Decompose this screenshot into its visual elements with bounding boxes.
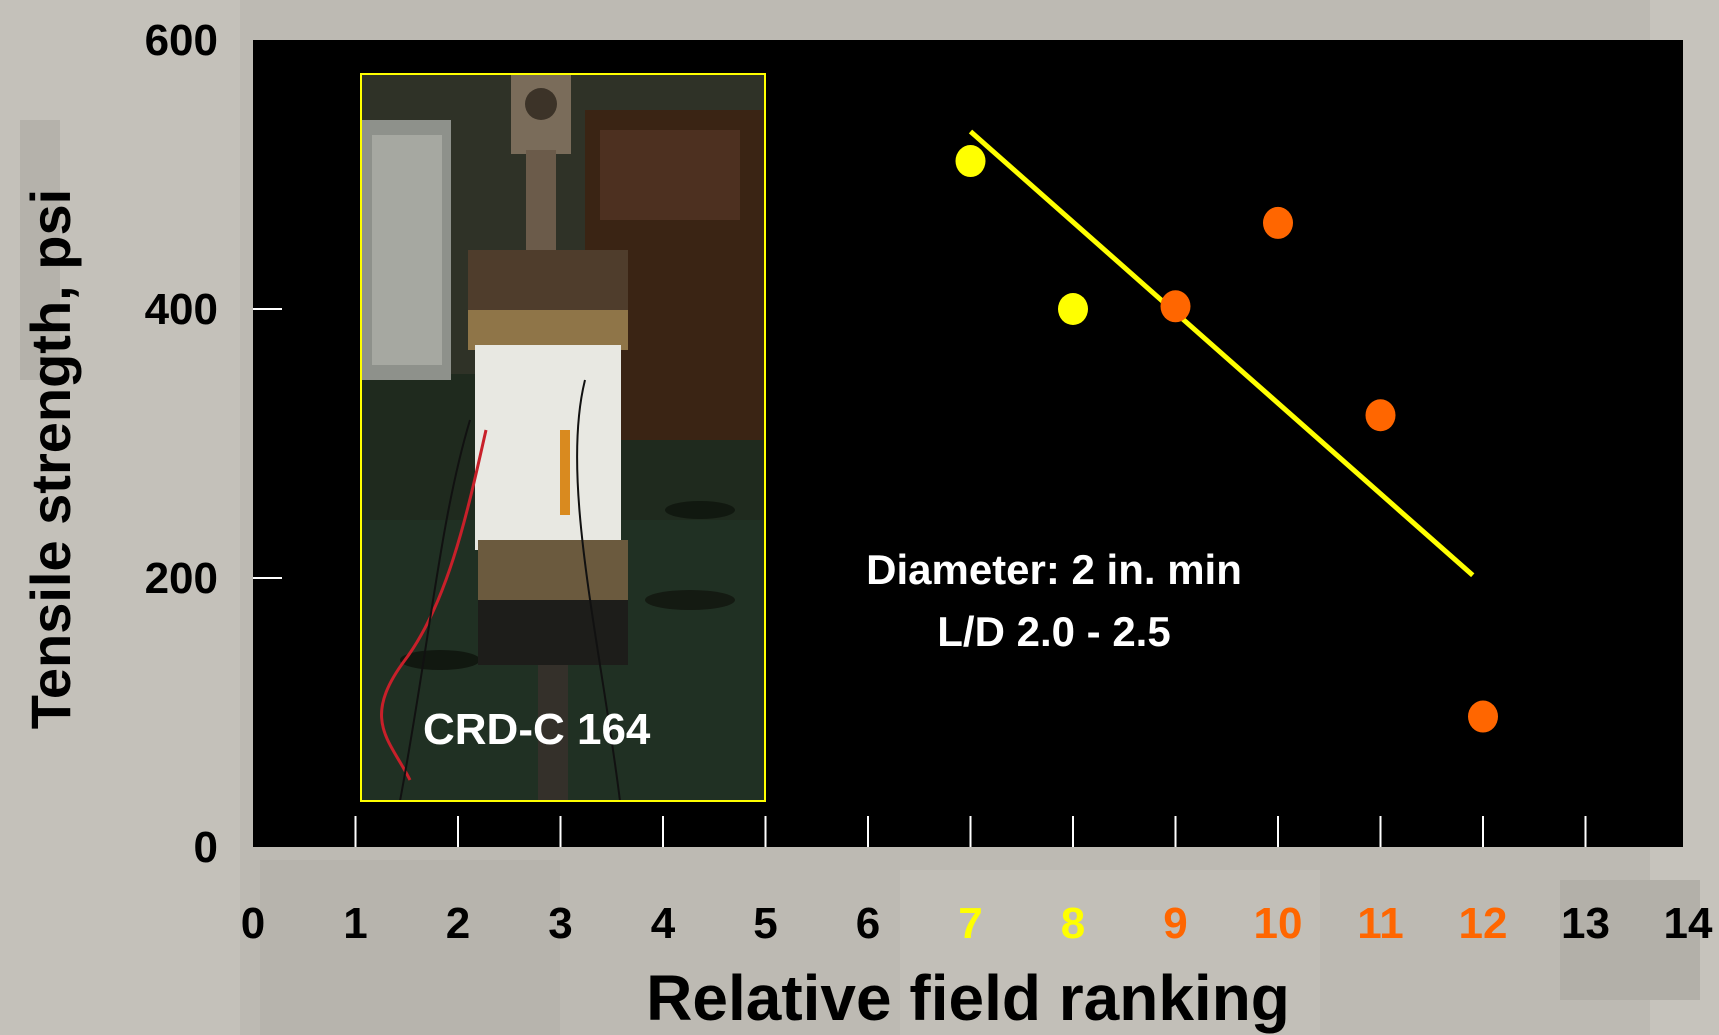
- y-tick-label: 0: [194, 823, 218, 872]
- data-point: [1160, 290, 1191, 323]
- x-tick-label: 5: [753, 899, 777, 948]
- x-tick-label: 12: [1459, 899, 1508, 948]
- y-tick-labels: 0 200 400 600: [145, 16, 218, 872]
- data-point: [1058, 293, 1088, 325]
- x-tick-label: 6: [856, 899, 880, 948]
- x-tick-labels: 0 1 2 3 4 5 6 7 8 9 10 11 12 13 14: [241, 899, 1713, 948]
- x-tick-label: 2: [446, 899, 470, 948]
- inset-photo-label: CRD-C 164: [423, 705, 651, 754]
- annotation-ld-ratio: L/D 2.0 - 2.5: [937, 608, 1170, 655]
- x-tick-label: 7: [958, 899, 982, 948]
- x-axis-label: Relative field ranking: [646, 962, 1290, 1034]
- x-tick-label: 3: [548, 899, 572, 948]
- y-tick-label: 200: [145, 554, 218, 603]
- x-tick-label: 14: [1664, 899, 1713, 948]
- y-axis-label: Tensile strength, psi: [19, 189, 82, 729]
- x-tick-label: 9: [1163, 899, 1187, 948]
- y-tick-label: 400: [145, 285, 218, 334]
- x-tick-label: 13: [1561, 899, 1610, 948]
- data-point: [1263, 206, 1293, 239]
- specimen-photo: CRD-C 164: [360, 73, 766, 802]
- x-tick-marks: [354, 816, 1587, 847]
- trend-line: [968, 129, 1475, 578]
- x-tick-label: 10: [1254, 899, 1303, 948]
- annotation-diameter: Diameter: 2 in. min: [866, 546, 1242, 593]
- data-points: [955, 145, 1498, 733]
- x-tick-label: 1: [343, 899, 367, 948]
- y-tick-label: 600: [145, 16, 218, 65]
- x-tick-label: 0: [241, 899, 265, 948]
- data-point: [1468, 700, 1498, 733]
- x-tick-label: 8: [1061, 899, 1085, 948]
- x-tick-label: 4: [651, 899, 676, 948]
- data-point: [955, 145, 986, 178]
- data-point: [1365, 399, 1396, 432]
- y-tick-marks: [253, 308, 282, 579]
- trend-line-segment: [968, 129, 1475, 578]
- x-tick-label: 11: [1357, 899, 1404, 948]
